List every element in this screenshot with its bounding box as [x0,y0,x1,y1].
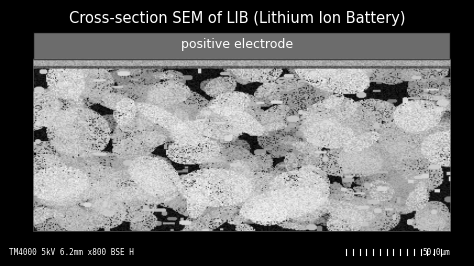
Text: Cross-section SEM of LIB (Lithium Ion Battery): Cross-section SEM of LIB (Lithium Ion Ba… [69,11,405,26]
Bar [33,59,450,231]
Text: TM4000 5kV 6.2mm x800 BSE H: TM4000 5kV 6.2mm x800 BSE H [9,248,134,257]
FancyBboxPatch shape [33,32,450,59]
Text: positive electrode: positive electrode [181,38,293,51]
Text: 50.0μm: 50.0μm [422,248,450,257]
